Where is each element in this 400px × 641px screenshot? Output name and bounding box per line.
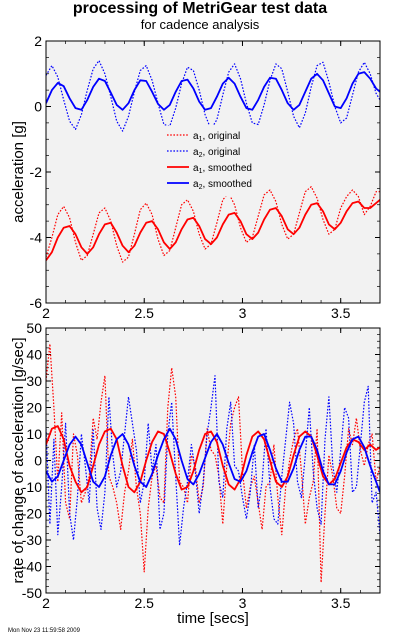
x-tick-label: 3.5 bbox=[331, 305, 351, 321]
series-line-a1-smoothed bbox=[46, 199, 380, 261]
y-tick-label: -50 bbox=[22, 585, 42, 601]
x-tick-label: 2 bbox=[42, 305, 50, 321]
y-tick-label: 50 bbox=[26, 320, 42, 336]
series-line-series-3 bbox=[46, 427, 380, 493]
chart-subtitle: for cadence analysis bbox=[140, 17, 260, 32]
y-tick-label: 10 bbox=[26, 426, 42, 442]
y-tick-label: 30 bbox=[26, 373, 42, 389]
y-tick-label: 20 bbox=[26, 400, 42, 416]
legend-label-rest: , original bbox=[202, 131, 240, 142]
legend-label: a2, smoothed bbox=[193, 179, 252, 191]
legend-label-rest: , smoothed bbox=[202, 179, 251, 190]
series-group bbox=[46, 59, 380, 263]
legend-label-base: a bbox=[193, 147, 199, 158]
legend-box bbox=[162, 125, 264, 197]
y-tick-label: -30 bbox=[22, 532, 42, 548]
series-line-series-1 bbox=[46, 375, 380, 546]
legend-label: a2, original bbox=[193, 147, 240, 159]
y-tick-label: -20 bbox=[22, 506, 42, 522]
legend-label-base: a bbox=[193, 179, 199, 190]
y-tick-label: 40 bbox=[26, 347, 42, 363]
ticks: 2 2.5 3 3.5 2 0 -2 -4 -6 bbox=[30, 33, 381, 321]
legend-label-base: a bbox=[193, 131, 199, 142]
plot-frame bbox=[45, 40, 381, 304]
legend-label-subscript: 2 bbox=[199, 184, 203, 191]
y-tick-label: -40 bbox=[22, 559, 42, 575]
series-group bbox=[46, 343, 380, 584]
y-axis-label: acceleration [g] bbox=[10, 121, 27, 223]
legend-label: a1, smoothed bbox=[193, 163, 252, 175]
x-tick-label: 3 bbox=[239, 305, 247, 321]
legend-label-subscript: 1 bbox=[199, 168, 203, 175]
legend-label-rest: , original bbox=[202, 147, 240, 158]
x-tick-label: 3 bbox=[239, 595, 247, 611]
series-line-series-0 bbox=[46, 343, 380, 584]
chart-title: processing of MetriGear test data bbox=[72, 0, 328, 17]
legend-label-subscript: 2 bbox=[199, 152, 203, 159]
y-tick-label: -4 bbox=[30, 230, 43, 246]
timestamp: Mon Nov 23 11:59:58 2009 bbox=[8, 628, 80, 634]
plot-frame bbox=[45, 327, 381, 594]
y-tick-label: 0 bbox=[34, 99, 42, 115]
y-tick-label: -6 bbox=[30, 295, 43, 311]
series-line-a2-smoothed bbox=[46, 71, 380, 111]
y-axis-label: rate of change of acceleration [g/sec] bbox=[10, 338, 27, 584]
x-axis-label: time [secs] bbox=[177, 610, 249, 627]
x-tick-label: 2.5 bbox=[135, 595, 155, 611]
legend-label-base: a bbox=[193, 163, 199, 174]
legend-label-subscript: 1 bbox=[199, 136, 203, 143]
x-tick-label: 2.5 bbox=[135, 305, 155, 321]
x-tick-label: 2 bbox=[42, 595, 50, 611]
y-tick-label: -10 bbox=[22, 479, 42, 495]
y-tick-label: 0 bbox=[34, 453, 42, 469]
series-line-a2-original bbox=[46, 59, 380, 132]
legend-label-rest: , smoothed bbox=[202, 163, 251, 174]
y-tick-label: 2 bbox=[34, 33, 42, 49]
y-tick-label: -2 bbox=[30, 164, 43, 180]
series-line-a1-original bbox=[46, 186, 380, 263]
legend-label: a1, original bbox=[193, 131, 240, 143]
x-tick-label: 3.5 bbox=[331, 595, 351, 611]
